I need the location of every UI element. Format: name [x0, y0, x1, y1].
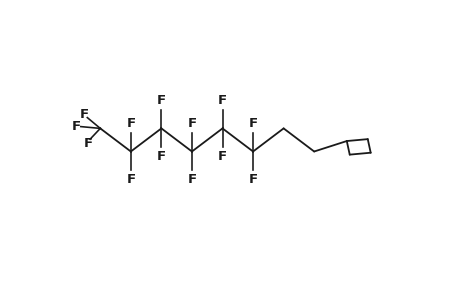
Text: F: F	[126, 173, 135, 186]
Text: F: F	[80, 108, 89, 121]
Text: F: F	[187, 117, 196, 130]
Text: F: F	[84, 137, 93, 150]
Text: F: F	[218, 150, 227, 163]
Text: F: F	[248, 117, 257, 130]
Text: F: F	[126, 117, 135, 130]
Text: F: F	[218, 94, 227, 107]
Text: F: F	[157, 94, 166, 107]
Text: F: F	[157, 150, 166, 163]
Text: F: F	[248, 173, 257, 186]
Text: F: F	[72, 120, 81, 133]
Text: F: F	[187, 173, 196, 186]
